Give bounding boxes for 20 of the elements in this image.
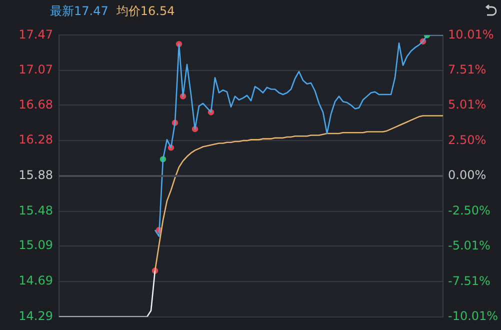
y-tick-label: 16.28 (18, 132, 53, 147)
y2-tick-label: 0.00% (448, 168, 486, 182)
y-tick-label: 17.47 (18, 27, 53, 42)
y2-tick-label: 5.01% (448, 98, 486, 112)
y2-tick-label: -10.01% (448, 308, 498, 323)
y2-tick-label: 2.50% (448, 132, 486, 147)
y2-tick-label: -5.01% (448, 238, 490, 253)
y-tick-label: 14.29 (18, 308, 53, 323)
y2-tick-label: -2.50% (448, 203, 490, 218)
y-tick-label: 15.09 (18, 238, 53, 252)
y-tick-label: 16.68 (18, 97, 53, 112)
y2-tick-label: 10.01% (448, 27, 494, 42)
y2-tick-label: 7.51% (448, 62, 486, 76)
y-tick-label: 17.07 (18, 62, 53, 77)
y-tick-label: 15.88 (18, 168, 53, 182)
text: 最新17.47 (50, 2, 108, 20)
y-tick-label: 15.48 (18, 204, 53, 218)
y2-tick-label: -7.51% (448, 274, 490, 288)
text: 均价16.54 (116, 2, 175, 20)
y-tick-label: 14.69 (18, 274, 53, 288)
